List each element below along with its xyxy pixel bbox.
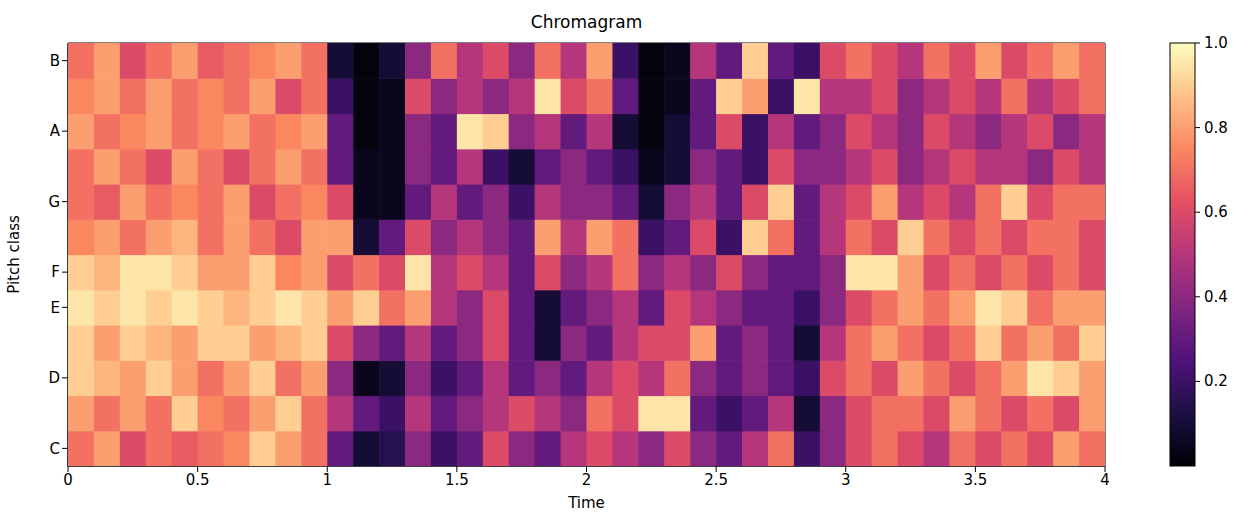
svg-text:0.2: 0.2 [1204,372,1228,390]
svg-text:0.4: 0.4 [1204,288,1228,306]
svg-text:F: F [51,263,60,281]
svg-text:B: B [50,52,60,70]
svg-text:C: C [50,440,60,458]
svg-text:0.6: 0.6 [1204,203,1228,221]
svg-text:Pitch class: Pitch class [5,215,23,294]
svg-text:Time: Time [567,494,605,512]
svg-text:0: 0 [63,471,73,489]
html-text:Chromagram: Chromagram [530,12,643,32]
svg-text:4: 4 [1100,471,1110,489]
svg-text:1.5: 1.5 [445,471,469,489]
svg-text:D: D [48,369,60,387]
svg-text:0.5: 0.5 [186,471,210,489]
svg-text:1: 1 [322,471,332,489]
svg-text:2: 2 [582,471,592,489]
svg-text:3.5: 3.5 [963,471,987,489]
svg-text:0.8: 0.8 [1204,119,1228,137]
svg-text:G: G [48,193,60,211]
svg-text:3: 3 [841,471,851,489]
svg-text:A: A [50,122,61,140]
svg-text:E: E [51,299,60,317]
svg-text:1.0: 1.0 [1204,34,1228,52]
svg-text:2.5: 2.5 [704,471,728,489]
